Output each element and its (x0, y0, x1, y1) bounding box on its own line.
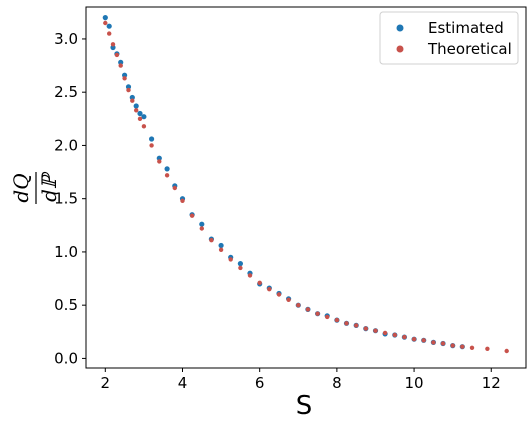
x-axis-ticks: 2 4 6 8 10 12 (101, 368, 501, 392)
theoretical-point (450, 343, 455, 348)
estimated-point (102, 15, 108, 21)
legend-label-estimated: Estimated (428, 19, 504, 37)
theoretical-point (276, 292, 282, 297)
estimated-point (118, 59, 124, 65)
x-tick-label: 8 (332, 374, 342, 392)
theoretical-point (238, 265, 243, 271)
axes-frame (85, 6, 527, 369)
estimated-point (199, 221, 205, 227)
y-axis-label-numerator: dQ (9, 173, 33, 202)
theoretical-point (189, 213, 195, 218)
theoretical-point (118, 63, 123, 68)
y-axis-label-denominator: dℙ (37, 171, 61, 202)
estimated-point (133, 103, 139, 109)
theoretical-point (334, 317, 340, 323)
estimated-point (137, 110, 143, 117)
theoretical-point (267, 287, 272, 292)
estimated-point (106, 23, 112, 29)
y-axis-ticks: 0.0 0.5 1.0 1.5 2.0 2.5 3.0 (54, 30, 86, 367)
theoretical-point (141, 124, 147, 129)
estimated-point (149, 136, 155, 142)
theoretical-point (363, 326, 368, 331)
estimated-point (110, 44, 116, 51)
theoretical-point (122, 76, 127, 81)
theoretical-point (325, 314, 330, 320)
x-tick-label: 10 (405, 374, 424, 392)
data-markers (102, 15, 509, 354)
legend-label-theoretical: Theoretical (427, 40, 512, 58)
theoretical-point (149, 143, 154, 148)
theoretical-point (103, 20, 108, 26)
legend: Estimated Theoretical (379, 11, 519, 65)
legend-marker-estimated (396, 24, 404, 32)
estimated-point (156, 155, 162, 161)
theoretical-point (411, 337, 417, 342)
y-tick-label: 1.5 (54, 190, 78, 208)
estimated-point (141, 114, 147, 120)
y-tick-label: 0.5 (54, 296, 78, 314)
y-tick-label: 0.0 (54, 349, 78, 367)
theoretical-point (392, 332, 397, 338)
theoretical-point (344, 321, 349, 326)
x-tick-label: 12 (482, 374, 501, 392)
x-tick-label: 6 (255, 374, 265, 392)
theoretical-point (164, 173, 170, 178)
estimated-point (122, 72, 128, 78)
theoretical-point (130, 98, 135, 103)
theoretical-point (228, 257, 233, 262)
theoretical-point (110, 42, 116, 47)
theoretical-point (180, 198, 185, 203)
theoretical-point (257, 280, 262, 285)
theoretical-point (485, 346, 490, 351)
theoretical-point (460, 344, 465, 349)
theoretical-point (296, 303, 301, 308)
legend-marker-theoretical (396, 45, 404, 53)
theoretical-point (440, 341, 446, 346)
theoretical-point (134, 108, 139, 113)
legend-frame (379, 11, 519, 65)
theoretical-point (137, 116, 143, 122)
theoretical-point (305, 307, 311, 312)
y-tick-label: 3.0 (54, 30, 78, 48)
theoretical-point (286, 297, 291, 302)
estimated-point (237, 261, 243, 267)
y-tick-label: 2.5 (54, 83, 78, 101)
estimated-point (125, 84, 132, 90)
theoretical-point (504, 348, 509, 354)
theoretical-point (172, 185, 177, 191)
x-tick-label: 4 (178, 374, 188, 392)
theoretical-point (218, 247, 224, 252)
y-axis-label: dQ dℙ (9, 171, 61, 204)
theoretical-point (431, 340, 436, 345)
theoretical-point (421, 338, 426, 343)
estimated-point (129, 94, 135, 101)
y-tick-label: 1.0 (54, 243, 78, 261)
theoretical-point (209, 238, 214, 243)
y-tick-label: 2.0 (54, 136, 78, 154)
theoretical-point (402, 334, 407, 340)
theoretical-point (315, 311, 320, 316)
theoretical-point (157, 159, 162, 164)
theoretical-point (382, 330, 388, 336)
estimated-point (218, 242, 224, 249)
theoretical-point (126, 87, 131, 93)
theoretical-point (354, 323, 359, 328)
theoretical-point (469, 345, 475, 350)
theoretical-point (107, 31, 112, 36)
x-tick-label: 2 (101, 374, 111, 392)
theoretical-point (114, 52, 120, 58)
theoretical-point (247, 273, 253, 278)
theoretical-point (199, 226, 204, 231)
theoretical-point (373, 328, 378, 333)
x-axis-label: S (296, 391, 313, 421)
estimated-point (164, 166, 170, 172)
